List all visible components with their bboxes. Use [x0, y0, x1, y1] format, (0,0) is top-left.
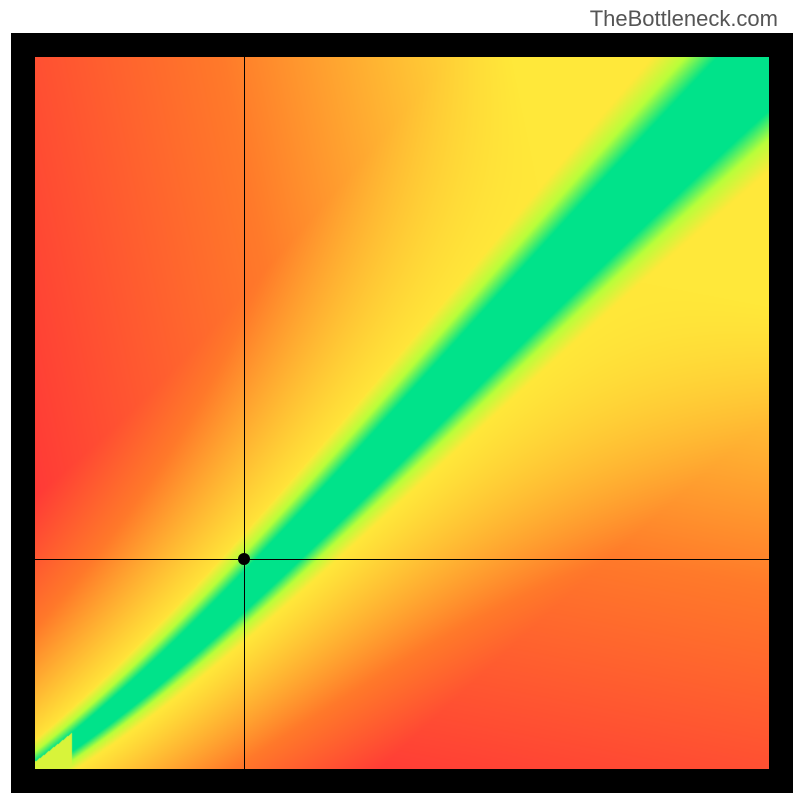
crosshair-horizontal	[35, 559, 769, 560]
chart-container: TheBottleneck.com	[0, 0, 800, 800]
watermark-text: TheBottleneck.com	[590, 6, 778, 32]
marker-dot	[238, 553, 250, 565]
crosshair-vertical	[244, 57, 245, 769]
plot-frame	[11, 33, 793, 793]
plot-inner	[35, 57, 769, 769]
heatmap-canvas	[35, 57, 769, 769]
